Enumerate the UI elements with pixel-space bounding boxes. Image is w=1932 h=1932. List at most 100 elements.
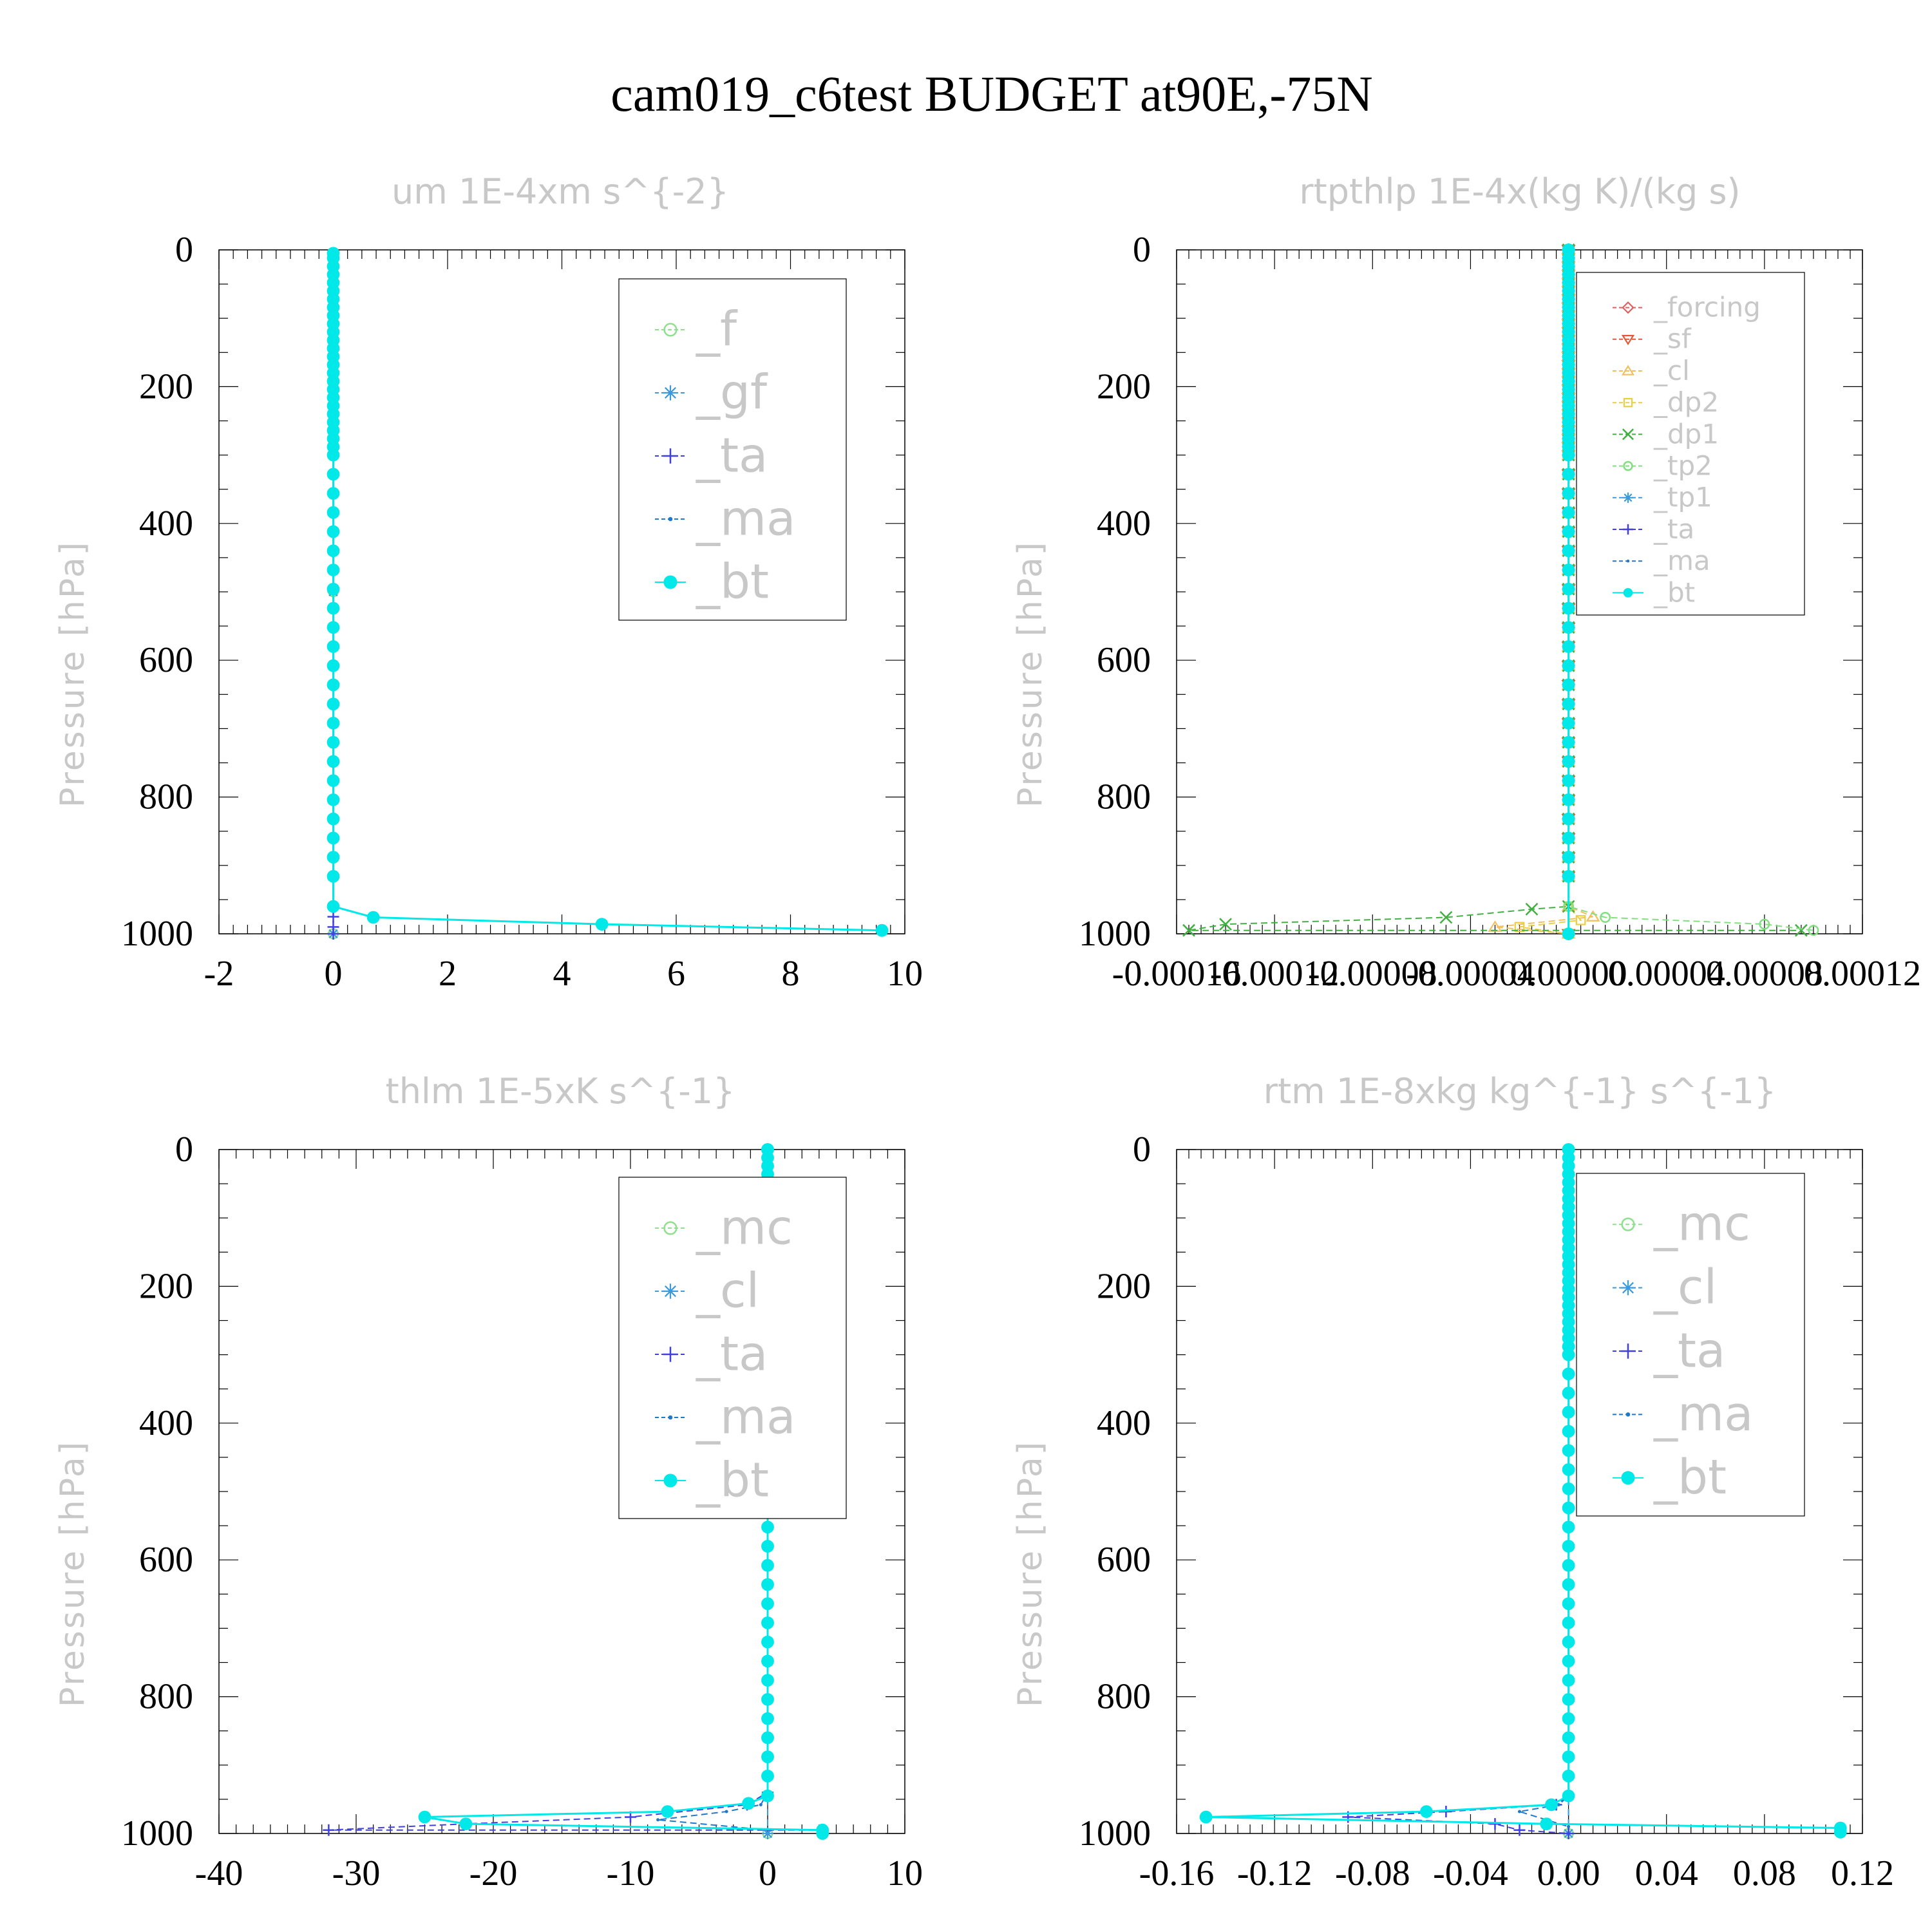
data-point-bt [1562, 1348, 1575, 1361]
data-point-bt [1420, 1805, 1433, 1818]
y-tick-label: 800 [1097, 777, 1151, 817]
legend-label: _mc [696, 1200, 793, 1255]
data-point-bt [366, 911, 380, 924]
data-point-bt [1199, 1810, 1213, 1824]
data-point-bt [1562, 601, 1575, 615]
y-tick-label: 800 [1097, 1677, 1151, 1717]
data-point-bt [1833, 1825, 1847, 1839]
y-axis-label: Pressure [hPa] [53, 540, 92, 808]
data-point-bt [761, 1769, 774, 1783]
x-tick-label: -0.00004 [1406, 954, 1535, 994]
data-point-bt [1562, 1501, 1575, 1515]
legend-marker [1623, 460, 1633, 471]
data-point-bt [1562, 869, 1575, 883]
x-tick-label: 0.00008 [1706, 954, 1823, 994]
x-tick-label: -0.00012 [1210, 954, 1340, 994]
data-point-bt [1562, 525, 1575, 538]
data-point-bt [327, 812, 340, 826]
data-point-dp1 [1525, 902, 1539, 916]
y-tick-label: 600 [1097, 1540, 1151, 1580]
data-point-bt [327, 544, 340, 558]
data-point-bt [327, 659, 340, 672]
y-tick-label: 600 [139, 640, 193, 680]
data-point-bt [327, 582, 340, 596]
data-point-bt [1562, 1387, 1575, 1399]
data-point-bt [1562, 1425, 1575, 1438]
data-point-bt [1562, 448, 1575, 462]
data-point-bt [1562, 1654, 1575, 1668]
data-point-bt [327, 831, 340, 845]
data-point-bt [1545, 1798, 1558, 1812]
x-tick-label: 0.12 [1831, 1853, 1894, 1893]
y-tick-label: 800 [139, 1677, 193, 1717]
data-point-bt [761, 1558, 774, 1572]
x-tick-label: 10 [887, 1853, 923, 1893]
data-point-bt [1562, 1692, 1575, 1706]
data-point-bt [327, 697, 340, 711]
data-point-dp1 [1795, 923, 1808, 937]
data-point-ta [1489, 1818, 1501, 1830]
data-point-bt [1562, 1674, 1575, 1687]
legend-label: _ta [696, 1326, 768, 1381]
data-point-bt [327, 851, 340, 864]
legend-marker [1625, 1412, 1631, 1417]
legend-label: _gf [696, 365, 768, 420]
legend-marker [1623, 588, 1633, 598]
data-point-bt [1562, 1143, 1575, 1156]
data-point-bt [1562, 487, 1575, 500]
legend-label: _bt [696, 1452, 769, 1508]
legend-label: _forcing [1653, 291, 1761, 323]
legend-marker [1622, 428, 1634, 440]
legend-marker [1626, 559, 1630, 563]
legend-label: _ta [1653, 1323, 1725, 1378]
data-point-bt [595, 918, 609, 931]
data-point-bt [327, 487, 340, 500]
data-point-bt [327, 774, 340, 788]
data-point-bt [1562, 506, 1575, 519]
data-point-bt [1562, 793, 1575, 806]
legend-label: _ma [696, 491, 795, 546]
legend: _mc _cl _ta _ma _bt [1576, 1173, 1805, 1517]
legend-label: _ma [1653, 545, 1710, 576]
data-point-bt [1562, 1558, 1575, 1572]
data-point-bt [327, 793, 340, 806]
data-point-bt [761, 1654, 774, 1668]
y-tick-label: 200 [139, 1266, 193, 1306]
y-tick-label: 1000 [121, 914, 193, 954]
legend-marker [1620, 1280, 1636, 1296]
data-point-bt [327, 448, 340, 462]
data-point-bt [816, 1827, 829, 1840]
legend-label: _ta [1653, 513, 1694, 545]
data-point-bt [875, 923, 889, 937]
legend-marker [668, 1415, 673, 1420]
panel-title: rtm 1E-8xkg kg^{-1} s^{-1} [1264, 1071, 1777, 1112]
x-tick-label: 0 [325, 954, 343, 994]
series-line-ma [658, 1150, 768, 1831]
x-tick-label: -40 [195, 1853, 243, 1893]
data-point-dp1 [1439, 911, 1453, 924]
legend-marker [1621, 1471, 1635, 1485]
legend-marker [1622, 492, 1634, 503]
series-line-ma [1519, 1150, 1569, 1828]
data-point-bt [1562, 1616, 1575, 1629]
legend: _f _gf _ta _ma _bt [618, 278, 847, 621]
data-point-tp2 [1808, 925, 1819, 936]
chart-panel-2: rtpthlp 1E-4x(kg K)/(kg s) Pressure [hPa]… [1011, 171, 1921, 994]
data-point-bt [1562, 774, 1575, 788]
x-tick-label: -0.00008 [1308, 954, 1437, 994]
legend-marker [1621, 335, 1635, 346]
data-point-bt [761, 1540, 774, 1553]
y-tick-label: 400 [1097, 1403, 1151, 1443]
legend-label: _ta [696, 428, 768, 483]
data-point-bt [327, 735, 340, 749]
data-point-ma [724, 1810, 728, 1814]
data-point-ma [1567, 1824, 1571, 1828]
legend-label: _bt [1653, 1450, 1727, 1505]
data-point-bt [742, 1797, 755, 1810]
data-point-ma [656, 1818, 660, 1822]
legend-marker [663, 323, 677, 337]
data-point-ma [1517, 1810, 1522, 1814]
data-point-bt [761, 1692, 774, 1706]
legend-label: _sf [1653, 323, 1692, 355]
